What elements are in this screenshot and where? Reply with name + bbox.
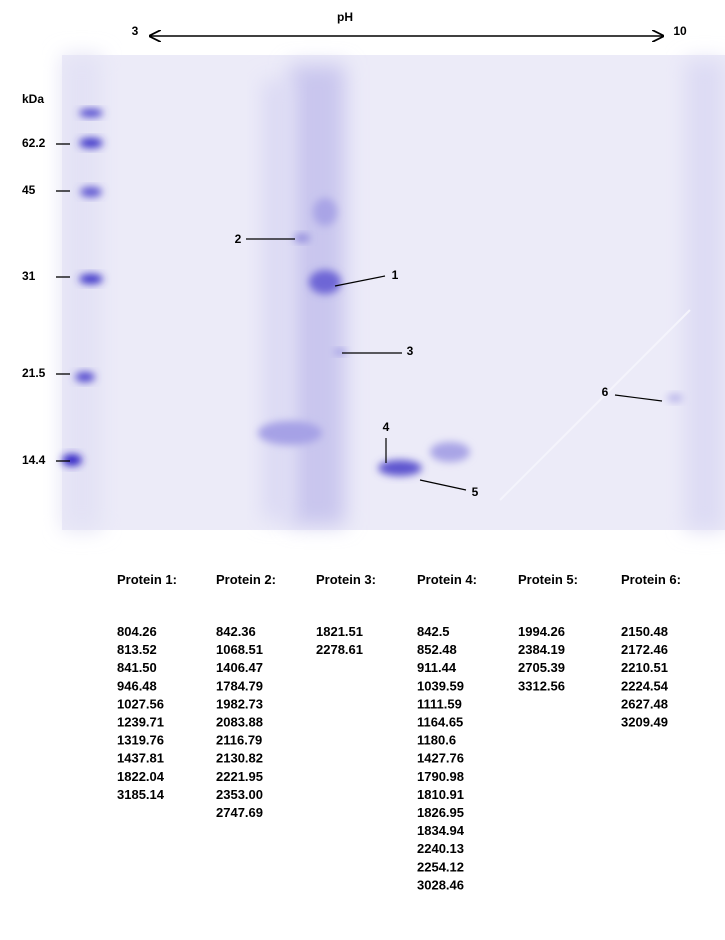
ph-left: 3 <box>132 24 139 38</box>
peptide-mass: 1239.71 <box>117 715 164 730</box>
peptide-mass: 842.5 <box>417 624 450 639</box>
ph-right: 10 <box>673 24 687 38</box>
protein-header: Protein 3: <box>316 572 376 587</box>
peptide-mass: 1790.98 <box>417 769 464 784</box>
peptide-mass: 2210.51 <box>621 660 668 675</box>
peptide-mass: 2747.69 <box>216 805 263 820</box>
peptide-mass: 2278.61 <box>316 642 363 657</box>
spot-label: 1 <box>392 268 399 282</box>
peptide-mass: 1406.47 <box>216 660 263 675</box>
protein-header: Protein 6: <box>621 572 681 587</box>
protein-header: Protein 1: <box>117 572 177 587</box>
peptide-mass: 852.48 <box>417 642 457 657</box>
ph-label: pH <box>337 10 353 24</box>
peptide-mass: 1982.73 <box>216 696 263 711</box>
peptide-mass: 2240.13 <box>417 841 464 856</box>
peptide-mass: 946.48 <box>117 678 157 693</box>
peptide-mass: 2083.88 <box>216 715 263 730</box>
peptide-mass: 804.26 <box>117 624 157 639</box>
peptide-mass: 2150.48 <box>621 624 668 639</box>
mw-marker-label: 14.4 <box>22 453 46 467</box>
protein-header: Protein 5: <box>518 572 578 587</box>
peptide-mass: 1784.79 <box>216 678 263 693</box>
peptide-mass: 2353.00 <box>216 787 263 802</box>
peptide-mass: 2172.46 <box>621 642 668 657</box>
peptide-mass: 1180.6 <box>417 733 456 748</box>
peptide-mass: 2221.95 <box>216 769 263 784</box>
peptide-mass: 813.52 <box>117 642 157 657</box>
protein-table: Protein 1: 804.26 813.52 841.50 946.48 1027.5… <box>117 572 681 892</box>
spot-label: 3 <box>407 344 414 358</box>
protein-header: Protein 4: <box>417 572 477 587</box>
peptide-mass: 1427.76 <box>417 751 464 766</box>
spot-label: 5 <box>472 485 479 499</box>
peptide-mass: 1810.91 <box>417 787 464 802</box>
peptide-mass: 2116.79 <box>216 733 262 748</box>
peptide-mass: 2254.12 <box>417 859 464 874</box>
peptide-mass: 1437.81 <box>117 751 164 766</box>
peptide-mass: 2224.54 <box>621 678 669 693</box>
peptide-mass: 841.50 <box>117 660 157 675</box>
mw-marker-label: 45 <box>22 183 36 197</box>
peptide-mass: 1826.95 <box>417 805 464 820</box>
peptide-mass: 1822.04 <box>117 769 165 784</box>
mw-marker-label: 31 <box>22 269 36 283</box>
peptide-mass: 1994.26 <box>518 624 565 639</box>
peptide-mass: 1068.51 <box>216 642 263 657</box>
peptide-mass: 3312.56 <box>518 678 565 693</box>
mw-unit: kDa <box>22 92 44 106</box>
peptide-mass: 1319.76 <box>117 733 164 748</box>
peptide-mass: 1027.56 <box>117 696 164 711</box>
mw-marker-label: 21.5 <box>22 366 46 380</box>
peptide-mass: 2384.19 <box>518 642 565 657</box>
peptide-mass: 2627.48 <box>621 696 668 711</box>
peptide-mass: 911.44 <box>417 660 457 675</box>
peptide-mass: 2705.39 <box>518 660 565 675</box>
protein-header: Protein 2: <box>216 572 276 587</box>
peptide-mass: 1164.65 <box>417 715 463 730</box>
peptide-mass: 1821.51 <box>316 624 363 639</box>
peptide-mass: 2130.82 <box>216 751 263 766</box>
peptide-mass: 1834.94 <box>417 823 465 838</box>
peptide-mass: 3028.46 <box>417 877 464 892</box>
spot-leader <box>334 275 386 287</box>
spot-leader <box>614 394 663 402</box>
peptide-mass: 3185.14 <box>117 787 165 802</box>
spot-label: 2 <box>235 232 242 246</box>
spot-label: 4 <box>383 420 390 434</box>
peptide-mass: 842.36 <box>216 624 256 639</box>
peptide-mass: 3209.49 <box>621 715 668 730</box>
peptide-mass: 1111.59 <box>417 696 462 711</box>
mw-marker-label: 62.2 <box>22 136 46 150</box>
spot-leader <box>419 479 467 491</box>
peptide-mass: 1039.59 <box>417 678 464 693</box>
gel-image <box>62 55 725 530</box>
spot-label: 6 <box>602 385 609 399</box>
